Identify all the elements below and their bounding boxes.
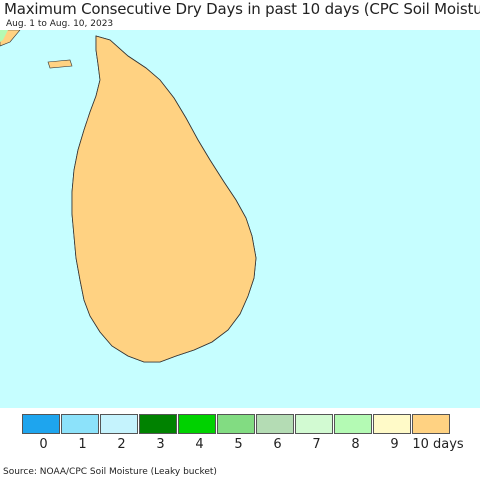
legend-label-9: 9 bbox=[390, 437, 399, 452]
legend-label-0: 0 bbox=[39, 437, 48, 452]
legend-swatch-4 bbox=[178, 414, 216, 434]
sri-lanka-map bbox=[0, 30, 480, 408]
source-note: Source: NOAA/CPC Soil Moisture (Leaky bu… bbox=[3, 467, 217, 477]
mannar-island bbox=[47, 59, 73, 69]
legend: 0 1 2 3 4 5 6 7 8 9 10 days bbox=[0, 411, 480, 459]
legend-swatch-9 bbox=[373, 414, 411, 434]
legend-label-8: 8 bbox=[351, 437, 360, 452]
map-subtitle: Aug. 1 to Aug. 10, 2023 bbox=[6, 19, 114, 29]
india-coast-green bbox=[0, 30, 8, 42]
map-panel bbox=[0, 30, 480, 408]
legend-swatch-2 bbox=[100, 414, 138, 434]
legend-swatch-8 bbox=[334, 414, 372, 434]
legend-swatch-6 bbox=[256, 414, 294, 434]
legend-swatch-5 bbox=[217, 414, 255, 434]
legend-label-6: 6 bbox=[273, 437, 282, 452]
legend-label-7: 7 bbox=[312, 437, 321, 452]
legend-label-3: 3 bbox=[156, 437, 165, 452]
legend-label-2: 2 bbox=[117, 437, 126, 452]
legend-swatch-1 bbox=[61, 414, 99, 434]
legend-label-1: 1 bbox=[78, 437, 87, 452]
map-title: Maximum Consecutive Dry Days in past 10 … bbox=[4, 0, 480, 18]
legend-label-4: 4 bbox=[195, 437, 204, 452]
legend-swatch-0 bbox=[22, 414, 60, 434]
legend-label-10: 10 days bbox=[412, 437, 464, 452]
legend-swatch-7 bbox=[295, 414, 333, 434]
legend-swatch-3 bbox=[139, 414, 177, 434]
legend-swatch-10 bbox=[412, 414, 450, 434]
legend-label-5: 5 bbox=[234, 437, 243, 452]
